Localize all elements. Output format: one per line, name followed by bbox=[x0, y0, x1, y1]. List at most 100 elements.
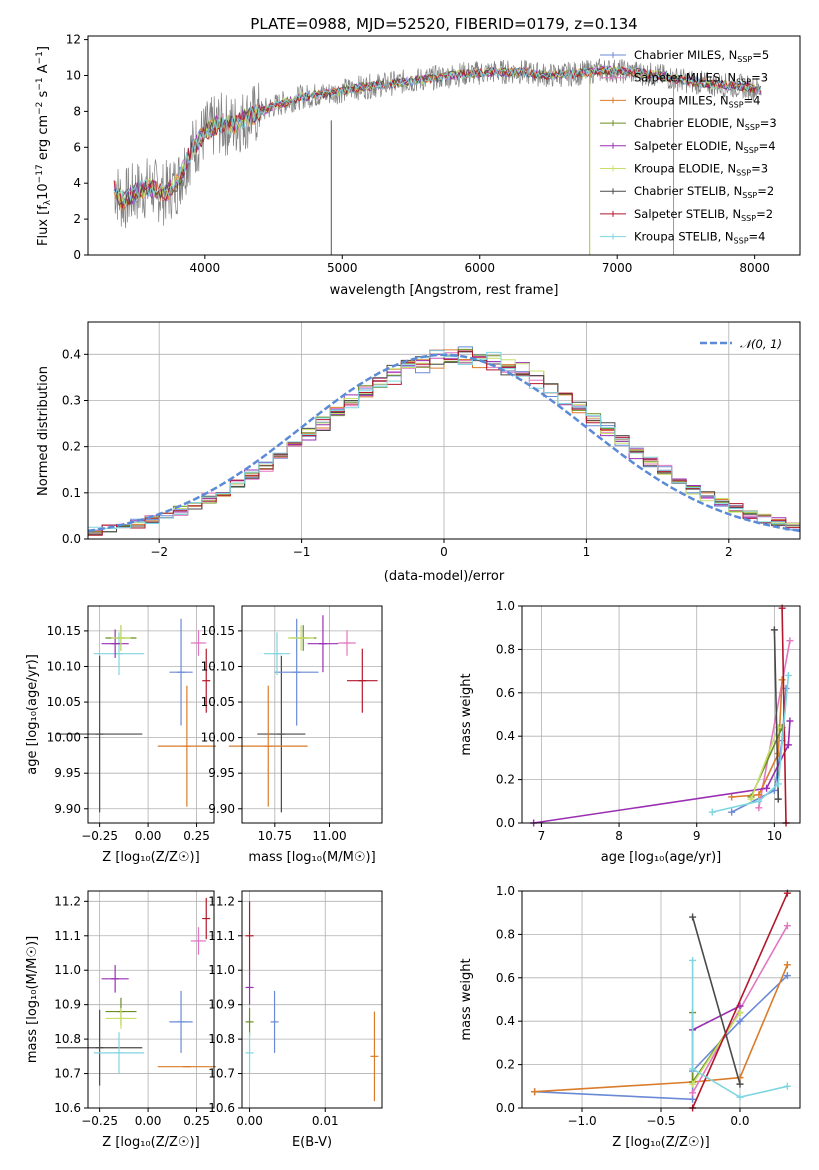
y-tick-label: 9.90 bbox=[208, 802, 235, 816]
spectrum-spikes bbox=[330, 70, 675, 255]
x-tick-label: 0.00 bbox=[135, 1114, 162, 1128]
x-tick-label: 9 bbox=[693, 829, 701, 843]
mass-vs-metallicity-panel: −0.25 0.00 0.25 10.6 10.7 10.8 10.9 11.0 11.1 11.… bbox=[25, 890, 216, 1150]
legend-label: Chabrier MILES, NSSP=5 bbox=[634, 48, 769, 64]
y-tick-label: 8 bbox=[73, 104, 81, 118]
weight-series-line bbox=[750, 727, 780, 800]
ylabel-part-c: 10 bbox=[36, 183, 51, 200]
x-tick-label: 8 bbox=[615, 829, 623, 843]
marks bbox=[245, 901, 379, 1102]
weight-series-line bbox=[691, 892, 789, 1109]
y-axis-label: mass weight bbox=[459, 673, 474, 755]
y-tick-label: 10.8 bbox=[208, 1032, 235, 1046]
ylabel-part-a: Flux [f bbox=[36, 205, 51, 246]
spectrum-xticks: 4000 5000 6000 7000 8000 bbox=[190, 255, 770, 275]
residuals-ylabel: Normed distribution bbox=[36, 366, 51, 496]
legend-label: Kroupa STELIB, NSSP=4 bbox=[634, 230, 765, 246]
spectrum-panel: PLATE=0988, MJD=52520, FIBERID=0179, z=0… bbox=[35, 15, 801, 298]
x-tick-label: −0.5 bbox=[646, 1114, 675, 1128]
x-axis-label: E(B-V) bbox=[292, 1135, 332, 1150]
legend-label: Kroupa ELODIE, NSSP=3 bbox=[634, 162, 768, 178]
y-tick-label: 0.0 bbox=[496, 1101, 515, 1115]
spectrum-axes bbox=[87, 35, 801, 256]
y-tick-label: 11.0 bbox=[208, 963, 235, 977]
y-tick-label: 9.95 bbox=[208, 766, 235, 780]
residuals-xlabel: (data-model)/error bbox=[384, 569, 505, 584]
weight-point bbox=[783, 1082, 791, 1090]
ylabel-part-d: −17 bbox=[35, 164, 45, 183]
ylabel-part-e: erg cm bbox=[36, 115, 51, 164]
y-tick-label: 4 bbox=[73, 176, 81, 190]
y-tick-label: 1.0 bbox=[496, 884, 515, 898]
normal-legend-label: 𝒩(0, 1) bbox=[740, 337, 782, 351]
y-tick-label: 10.10 bbox=[47, 659, 81, 673]
y-tick-label: 2 bbox=[73, 212, 81, 226]
x-tick-label: −1 bbox=[293, 545, 311, 559]
x-tick-label: 2 bbox=[725, 545, 733, 559]
weight-point bbox=[755, 797, 763, 805]
x-ticks: 10.75 11.00 bbox=[258, 823, 347, 843]
x-tick-label: −0.25 bbox=[81, 1114, 118, 1128]
y-tick-label: 10.8 bbox=[54, 1032, 81, 1046]
x-tick-label: 11.00 bbox=[312, 829, 346, 843]
spectrum-title: PLATE=0988, MJD=52520, FIBERID=0179, z=0… bbox=[250, 15, 637, 33]
y-tick-label: 10.7 bbox=[208, 1067, 235, 1081]
y-ticks: 10.6 10.7 10.8 10.9 11.0 11.1 11.2 bbox=[208, 894, 242, 1115]
grid-lines bbox=[242, 606, 382, 823]
model-trace bbox=[113, 66, 762, 204]
spectrum-legend: Chabrier MILES, NSSP=5 Salpeter MILES, NS… bbox=[600, 48, 777, 246]
weight-point bbox=[728, 793, 736, 801]
y-tick-label: 10.15 bbox=[47, 624, 81, 638]
y-ticks: 10.6 10.7 10.8 10.9 11.0 11.1 11.2 bbox=[54, 894, 88, 1115]
legend-label: Chabrier ELODIE, NSSP=3 bbox=[634, 116, 777, 132]
y-tick-label: 10.05 bbox=[201, 695, 235, 709]
y-tick-label: 0.0 bbox=[62, 532, 81, 546]
y-tick-label: 12 bbox=[66, 33, 81, 47]
y-tick-label: 0.2 bbox=[62, 440, 81, 454]
weight-point bbox=[763, 784, 771, 792]
weight-point bbox=[786, 637, 794, 645]
legend-label: Chabrier STELIB, NSSP=2 bbox=[634, 184, 774, 200]
legend-label: Salpeter STELIB, NSSP=2 bbox=[634, 207, 773, 223]
grid-lines bbox=[88, 891, 214, 1109]
weight-point bbox=[736, 1080, 744, 1088]
y-tick-label: 11.1 bbox=[208, 929, 235, 943]
residual-histogram bbox=[87, 350, 800, 539]
weight-series-line bbox=[773, 629, 780, 800]
weight-point bbox=[736, 1093, 744, 1101]
weight-point bbox=[689, 1089, 697, 1097]
y-tick-label: 11.0 bbox=[54, 963, 81, 977]
legend-label: Kroupa MILES, NSSP=4 bbox=[634, 93, 760, 109]
legend-label: Salpeter ELODIE, NSSP=4 bbox=[634, 139, 776, 155]
weight-series-line bbox=[691, 960, 788, 1099]
weight-point bbox=[783, 972, 791, 980]
x-ticks: 7 8 9 10 bbox=[538, 823, 782, 843]
y-tick-label: 0.3 bbox=[62, 393, 81, 407]
weight-point bbox=[531, 1088, 539, 1096]
x-tick-label: 6000 bbox=[464, 261, 495, 275]
weight-point bbox=[784, 741, 792, 749]
weight-point bbox=[783, 961, 791, 969]
y-axis-label: age [log₁₀(age/yr)] bbox=[25, 654, 40, 775]
y-ticks: 0.0 0.2 0.4 0.6 0.8 1.0 bbox=[496, 884, 522, 1115]
weight-series-line bbox=[712, 675, 790, 813]
weight-point bbox=[778, 676, 786, 684]
x-tick-label: 4000 bbox=[190, 261, 221, 275]
spectrum-yticks: 0 2 4 6 8 10 12 bbox=[66, 33, 88, 262]
weight-point bbox=[770, 626, 778, 634]
y-tick-label: 11.2 bbox=[208, 894, 235, 908]
y-ticks: 0.0 0.2 0.4 0.6 0.8 1.0 bbox=[496, 599, 522, 830]
weight-series-line bbox=[691, 916, 741, 1085]
x-ticks: −1.0 −0.5 0.0 bbox=[567, 1108, 750, 1128]
y-tick-label: 0.4 bbox=[496, 729, 515, 743]
marks bbox=[530, 604, 794, 827]
weight-series-line bbox=[534, 964, 789, 1093]
y-tick-label: 0.4 bbox=[496, 1014, 515, 1028]
y-tick-label: 6 bbox=[73, 140, 81, 154]
spectrum-traces bbox=[113, 57, 762, 229]
normal-curve bbox=[87, 353, 801, 533]
y-tick-label: 0.8 bbox=[496, 927, 515, 941]
weight-point bbox=[689, 913, 697, 921]
y-axis-label: mass weight bbox=[459, 958, 474, 1040]
